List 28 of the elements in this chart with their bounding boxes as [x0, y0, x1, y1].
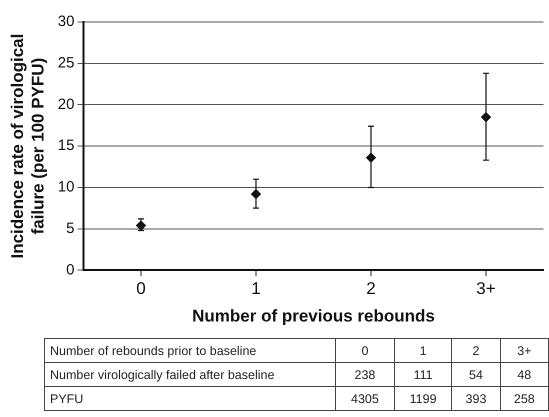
text: 54 [452, 362, 500, 386]
text: 1199 [394, 386, 452, 410]
text: 3+ [500, 338, 548, 362]
x-tick-label: 0 [136, 279, 146, 298]
y-tick-label: 0 [66, 261, 74, 278]
text: 238 [336, 362, 394, 386]
y-tick-label: 20 [58, 96, 74, 113]
y-tick-label: 25 [58, 54, 74, 72]
y-tick-label: 30 [58, 13, 74, 30]
text: Number of rebounds prior to baseline [44, 338, 336, 362]
text: Number virologically failed after baseline [44, 362, 336, 386]
y-tick-label: 10 [58, 178, 74, 196]
text: 0 [336, 338, 394, 362]
text: PYFU [44, 386, 336, 410]
text: 48 [500, 362, 548, 386]
y-tick-label: 15 [58, 137, 74, 154]
x-tick-label: 3+ [476, 279, 496, 298]
text: 1 [394, 338, 452, 362]
y-axis-title: Incidence rate of virological failure (per 100 PYFU) [8, 34, 48, 259]
text: 258 [500, 386, 548, 410]
y-tick-label: 5 [66, 220, 74, 237]
x-tick-label: 1 [251, 279, 261, 298]
text: 393 [452, 386, 500, 410]
text: 2 [452, 338, 500, 362]
text: 4305 [336, 386, 394, 410]
x-tick-label: 2 [366, 279, 376, 298]
text: 111 [394, 362, 452, 386]
x-axis-title: Number of previous rebounds [192, 306, 435, 326]
